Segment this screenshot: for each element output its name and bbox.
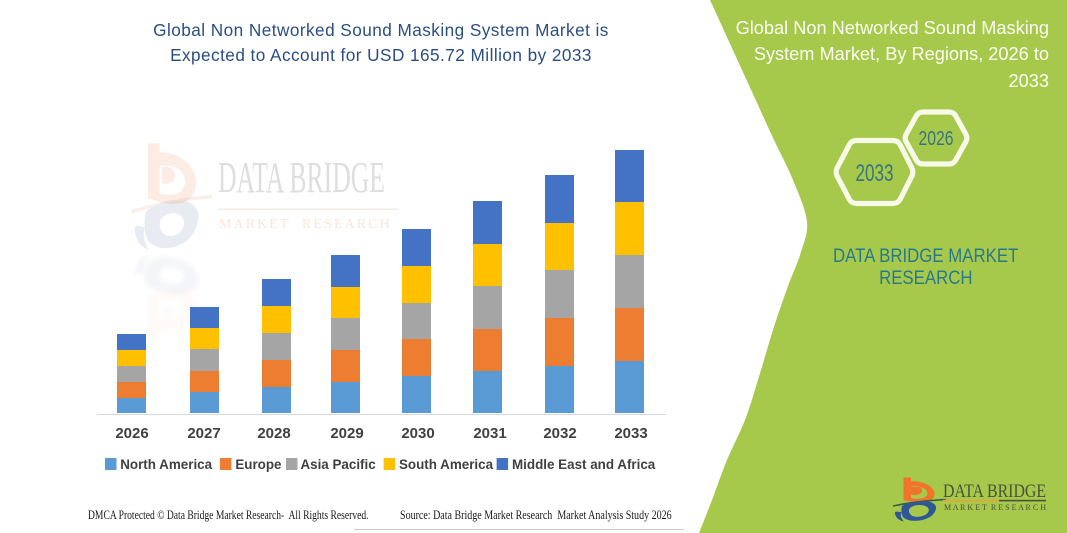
svg-text:MARKET RESEARCH: MARKET RESEARCH [219, 217, 392, 232]
svg-text:M A R K E T R E S E A R C H: M A R K E T R E S E A R C H [944, 503, 1046, 512]
svg-text:DATA BRIDGE: DATA BRIDGE [218, 153, 385, 202]
svg-text:2026: 2026 [919, 128, 954, 150]
svg-text:2033: 2033 [856, 160, 894, 187]
svg-text:DATA BRIDGE: DATA BRIDGE [943, 482, 1046, 502]
